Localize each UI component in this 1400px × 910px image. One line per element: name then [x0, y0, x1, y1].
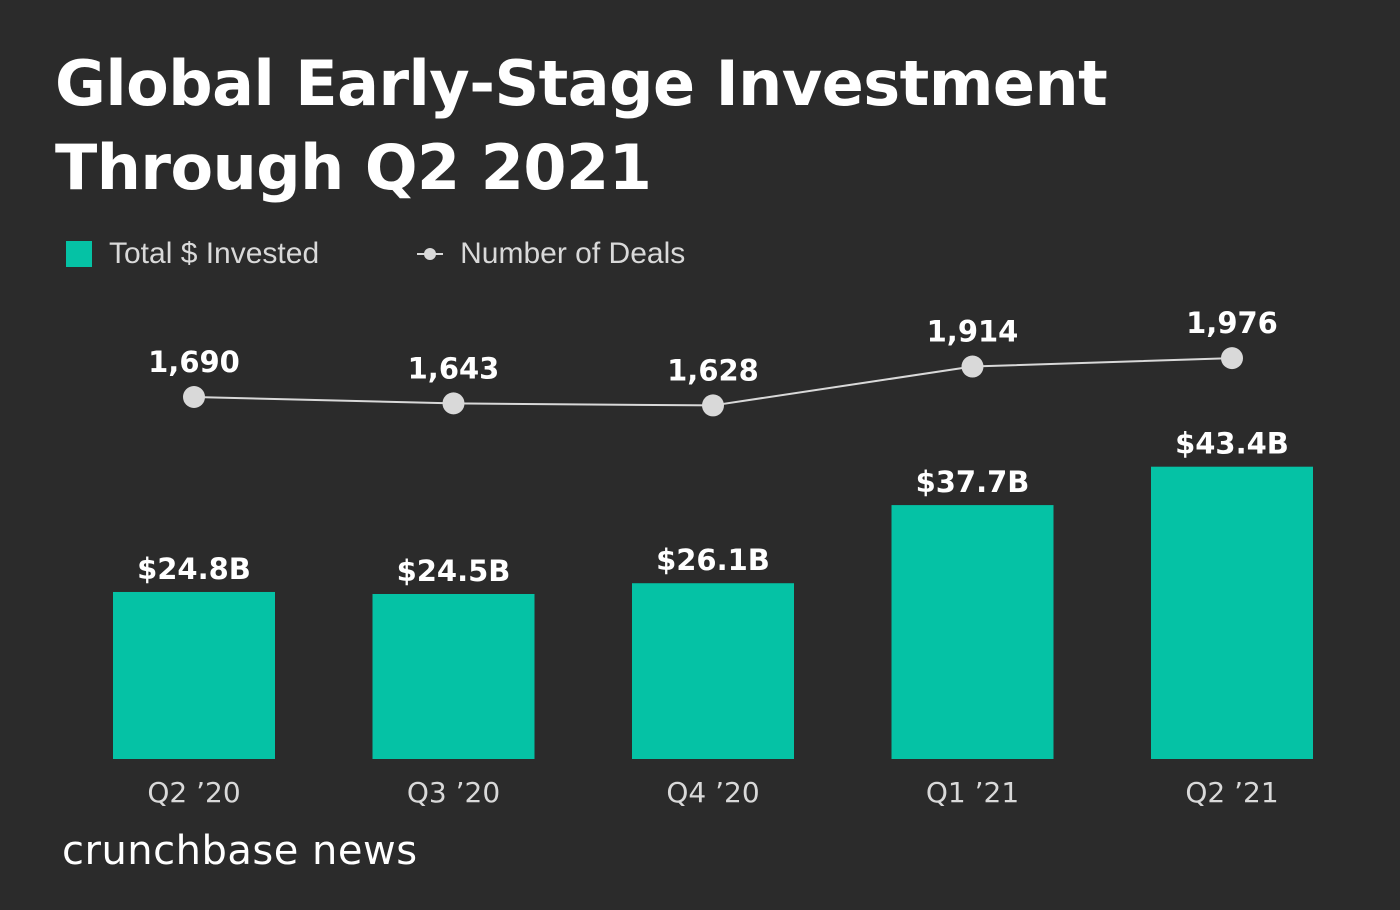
x-tick-label: Q4 ’20 [666, 776, 759, 809]
deals-point [183, 386, 205, 408]
bar [1151, 466, 1313, 759]
deals-point [961, 355, 984, 378]
x-tick-label: Q3 ’20 [407, 776, 500, 809]
x-tick-label: Q2 ’21 [1185, 776, 1278, 809]
bar-value-label: $24.5B [397, 554, 511, 588]
deals-value-label: 1,914 [927, 315, 1019, 349]
legend-item-number-of-deals: Number of Deals [417, 237, 685, 271]
bar [113, 591, 275, 759]
chart-legend: Total $ Invested Number of Deals [66, 234, 685, 274]
deals-value-label: 1,643 [408, 351, 500, 385]
deals-point [702, 394, 724, 417]
bar-value-label: $43.4B [1175, 427, 1289, 461]
deals-point [1221, 347, 1243, 370]
bar-value-label: $26.1B [656, 543, 770, 577]
x-tick-label: Q1 ’21 [926, 776, 1019, 809]
bar-value-label: $24.8B [137, 552, 251, 586]
deals-value-label: 1,976 [1186, 306, 1278, 340]
legend-line-label: Number of Deals [460, 237, 686, 270]
deals-point [442, 392, 465, 415]
legend-bar-swatch [66, 241, 92, 267]
chart-title: Global Early-Stage Investment Through Q2… [55, 47, 1108, 204]
deals-value-label: 1,628 [667, 353, 759, 387]
bar [891, 505, 1054, 759]
deals-value-label: 1,690 [148, 345, 240, 379]
bar [632, 583, 794, 759]
brand-logo: crunchbase news [62, 828, 418, 874]
legend-line-marker-icon [417, 241, 444, 267]
legend-item-total-invested: Total $ Invested [66, 237, 319, 271]
bar-value-label: $37.7B [916, 465, 1030, 499]
legend-bar-label: Total $ Invested [109, 237, 320, 270]
x-tick-label: Q2 ’20 [147, 776, 240, 809]
bar [372, 593, 535, 759]
